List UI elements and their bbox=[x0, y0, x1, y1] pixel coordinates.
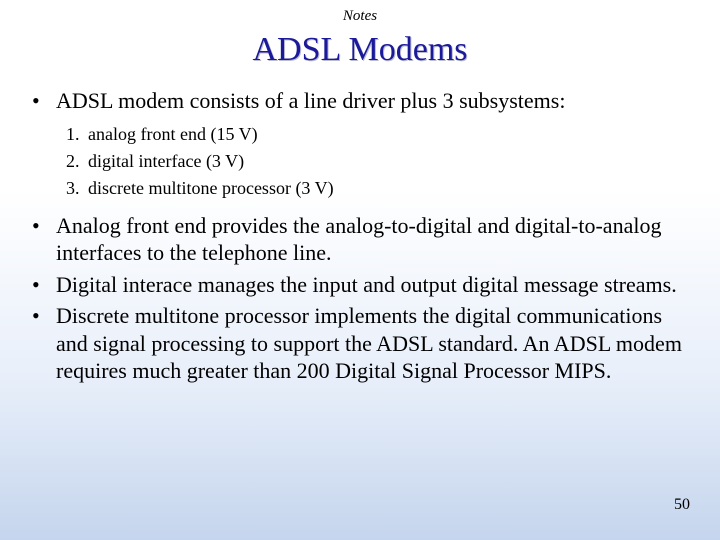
item-text: digital interface (3 V) bbox=[88, 151, 244, 171]
page-number: 50 bbox=[674, 496, 690, 514]
bullet-text: Digital interace manages the input and o… bbox=[56, 272, 677, 297]
item-text: discrete multitone processor (3 V) bbox=[88, 178, 334, 198]
slide-body: ADSL modem consists of a line driver plu… bbox=[0, 87, 720, 385]
list-item: Digital interace manages the input and o… bbox=[26, 271, 694, 299]
list-item: 2.digital interface (3 V) bbox=[70, 148, 694, 175]
item-number: 3. bbox=[66, 175, 80, 202]
bullet-text: Discrete multitone processor implements … bbox=[56, 303, 682, 383]
bullet-text: Analog front end provides the analog-to-… bbox=[56, 213, 661, 266]
bullet-list: ADSL modem consists of a line driver plu… bbox=[26, 87, 694, 385]
list-item: 1.analog front end (15 V) bbox=[70, 121, 694, 148]
list-item: ADSL modem consists of a line driver plu… bbox=[26, 87, 694, 202]
header-label: Notes bbox=[0, 0, 720, 25]
numbered-sublist: 1.analog front end (15 V) 2.digital inte… bbox=[56, 121, 694, 202]
item-text: analog front end (15 V) bbox=[88, 124, 258, 144]
bullet-text: ADSL modem consists of a line driver plu… bbox=[56, 88, 565, 113]
list-item: 3.discrete multitone processor (3 V) bbox=[70, 175, 694, 202]
item-number: 1. bbox=[66, 121, 80, 148]
list-item: Analog front end provides the analog-to-… bbox=[26, 212, 694, 267]
item-number: 2. bbox=[66, 148, 80, 175]
slide-title: ADSL Modems bbox=[0, 31, 720, 69]
list-item: Discrete multitone processor implements … bbox=[26, 302, 694, 385]
